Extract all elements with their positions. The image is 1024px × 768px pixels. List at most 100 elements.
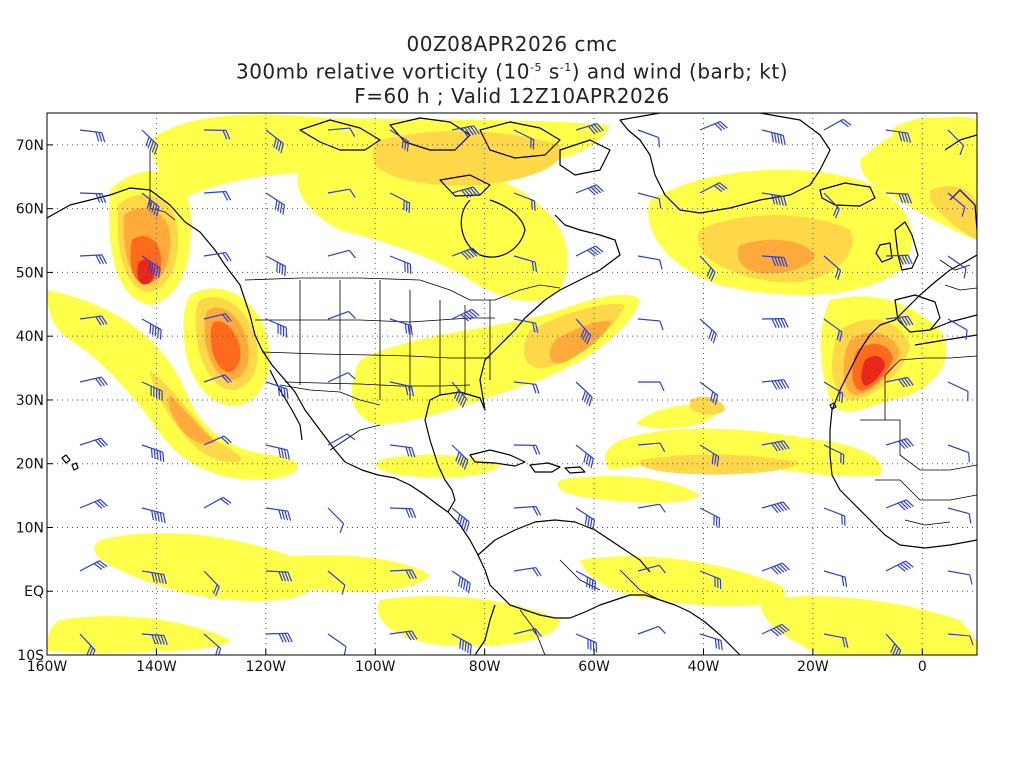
wind-barb xyxy=(513,255,538,272)
wind-barb xyxy=(203,374,232,384)
wind-barb xyxy=(513,444,541,455)
y-tick-label: 30N xyxy=(16,393,44,409)
wind-barb xyxy=(79,254,107,265)
wind-barb xyxy=(265,507,292,521)
wind-barb xyxy=(327,249,356,259)
x-tick-label: 60W xyxy=(578,659,610,675)
lat-lon-grid xyxy=(47,113,977,655)
wind-barb xyxy=(389,192,411,213)
vorticity-shading xyxy=(47,114,977,655)
y-tick-label: 10S xyxy=(17,648,44,664)
plot-frame xyxy=(46,112,978,656)
longitude-ticks: 160W 140W 120W 100W 80W 60W 40W 20W 0 xyxy=(27,649,927,675)
x-tick-label: 40W xyxy=(688,659,720,675)
title-line-2-exp1: -5 xyxy=(530,61,542,74)
title-line-2-mid: s xyxy=(541,59,560,84)
wind-barb xyxy=(823,318,843,342)
wind-barb xyxy=(885,192,913,204)
wind-barb xyxy=(823,507,846,526)
wind-barb xyxy=(79,437,108,448)
wind-barb xyxy=(141,129,159,155)
wind-barb xyxy=(265,318,288,338)
wind-barb xyxy=(637,192,662,209)
coastlines-and-borders xyxy=(47,113,977,655)
wind-barb xyxy=(699,507,721,528)
wind-barb xyxy=(575,444,594,469)
x-tick-label: 0 xyxy=(918,659,927,675)
wind-barb xyxy=(885,499,914,511)
wind-barb xyxy=(79,560,108,572)
y-tick-label: 20N xyxy=(16,457,44,473)
wind-barb xyxy=(203,129,231,140)
wind-barb xyxy=(637,442,666,452)
wind-barb xyxy=(947,381,969,402)
wind-barb xyxy=(327,633,347,655)
wind-barb xyxy=(947,129,965,155)
wind-barb xyxy=(947,633,974,646)
wind-barb xyxy=(451,308,480,322)
wind-barb xyxy=(637,129,660,148)
wind-barb xyxy=(389,630,418,641)
wind-barb xyxy=(699,120,728,131)
wind-barb xyxy=(699,182,728,194)
wind-barb xyxy=(203,496,232,509)
wind-barb xyxy=(203,190,232,201)
wind-barb xyxy=(637,318,664,331)
wind-barb xyxy=(575,122,604,135)
wind-barb xyxy=(699,381,719,405)
wind-barb xyxy=(327,372,356,383)
wind-barb xyxy=(203,633,222,655)
wind-barb xyxy=(513,505,542,516)
wind-barb xyxy=(699,318,717,344)
wind-barb xyxy=(575,245,604,257)
wind-barb xyxy=(885,376,914,388)
wind-barb xyxy=(823,570,848,587)
wind-barb xyxy=(389,569,417,580)
wind-barb xyxy=(575,507,596,530)
wind-barb xyxy=(451,633,472,655)
wind-barb xyxy=(389,444,416,458)
wind-barb xyxy=(947,318,968,340)
wind-barb xyxy=(513,318,539,333)
wind-barb xyxy=(141,507,166,524)
wind-barb xyxy=(451,507,470,532)
wind-barb xyxy=(79,129,106,143)
wind-barb xyxy=(451,125,480,137)
wind-barb xyxy=(823,444,845,465)
wind-barb xyxy=(823,633,849,648)
x-tick-label: 140W xyxy=(136,659,177,675)
wind-barb xyxy=(265,255,287,277)
y-tick-label: 70N xyxy=(16,138,44,154)
wind-barb xyxy=(79,192,107,204)
wind-barb xyxy=(699,633,723,651)
wind-barb xyxy=(203,435,232,446)
wind-barb xyxy=(637,503,666,513)
wind-barb xyxy=(513,381,540,394)
x-tick-label: 100W xyxy=(355,659,396,675)
wind-barb xyxy=(203,251,232,262)
wind-barb xyxy=(203,313,232,323)
wind-barb xyxy=(885,254,913,265)
wind-barb xyxy=(265,192,286,215)
x-tick-label: 20W xyxy=(797,659,829,675)
wind-barb xyxy=(761,255,788,267)
wind-barb xyxy=(699,444,720,467)
wind-barb xyxy=(451,247,480,260)
wind-barb xyxy=(761,623,790,637)
y-tick-label: 10N xyxy=(16,520,44,536)
wind-barb xyxy=(638,381,665,392)
y-tick-label: 50N xyxy=(16,265,44,281)
wind-barb xyxy=(327,433,356,446)
wind-barb xyxy=(823,381,844,404)
title-line-2-exp2: -1 xyxy=(559,61,572,74)
wind-barb xyxy=(947,255,967,279)
wind-barb xyxy=(451,444,469,470)
wind-barb xyxy=(637,625,666,635)
wind-barb xyxy=(761,562,790,575)
wind-barb xyxy=(885,437,914,450)
wind-barb xyxy=(451,570,471,594)
wind-barb xyxy=(265,632,293,643)
wind-barb xyxy=(575,381,593,407)
wind-barb xyxy=(885,129,912,143)
